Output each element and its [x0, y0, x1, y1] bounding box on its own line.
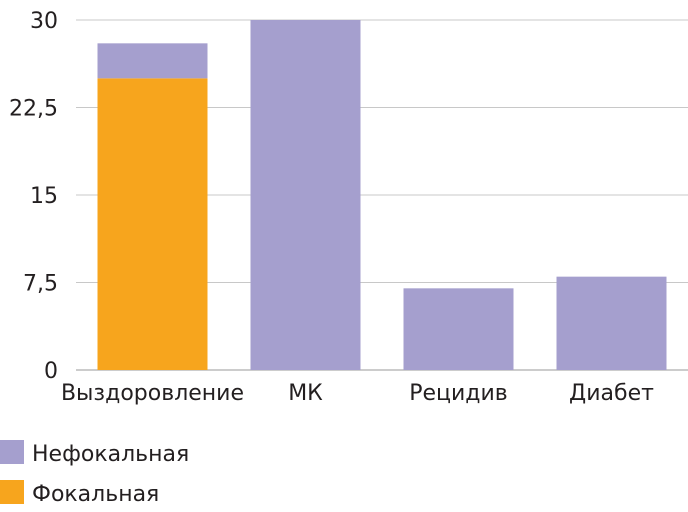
x-category-label: Диабет: [569, 381, 654, 406]
bar-segment: [556, 276, 667, 370]
y-axis-tick-labels: 0 7,5 15 22,5 30: [9, 9, 58, 384]
legend-swatch: [0, 440, 24, 464]
y-tick-label: 30: [30, 9, 58, 34]
y-tick-label: 0: [44, 359, 58, 384]
x-category-label: Выздоровление: [61, 381, 244, 406]
bar-segment: [403, 288, 514, 370]
bars: [97, 20, 667, 370]
legend: Нефокальная Фокальная: [0, 440, 189, 507]
legend-label: Нефокальная: [32, 442, 189, 467]
legend-swatch: [0, 480, 24, 504]
x-category-label: Рецидив: [409, 381, 508, 406]
x-category-label: МК: [288, 381, 323, 406]
x-axis-category-labels: Выздоровление МК Рецидив Диабет: [61, 381, 654, 406]
bar-segment: [97, 43, 208, 79]
y-tick-label: 22,5: [9, 97, 58, 122]
y-tick-label: 15: [30, 184, 58, 209]
y-tick-label: 7,5: [23, 272, 58, 297]
bar-segment: [250, 20, 361, 370]
legend-label: Фокальная: [32, 482, 159, 507]
bar-segment: [97, 78, 208, 370]
